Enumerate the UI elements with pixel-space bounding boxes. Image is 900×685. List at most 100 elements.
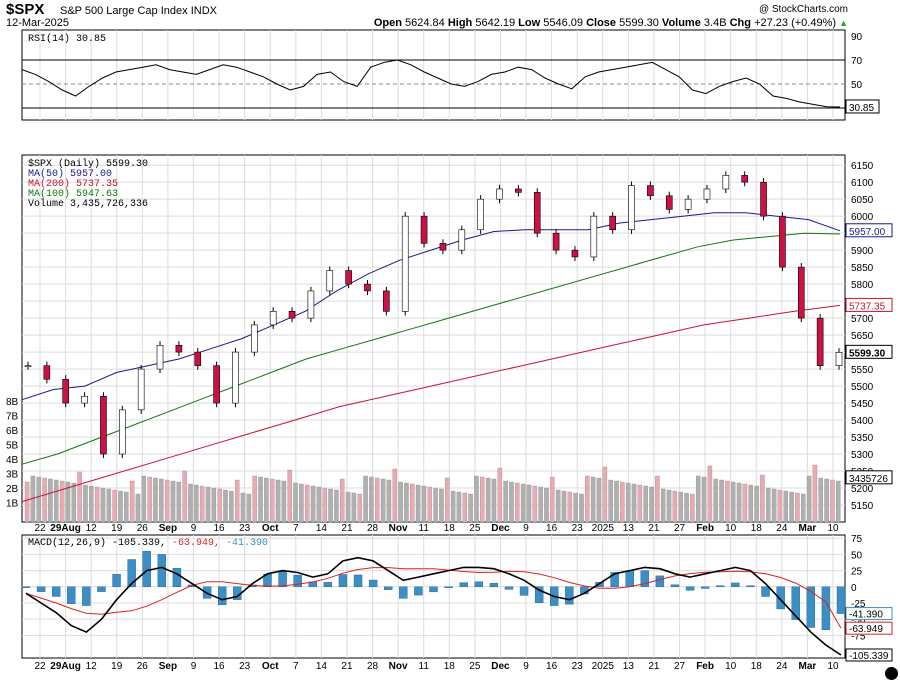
- macd-histogram-bar: [836, 586, 846, 614]
- volume-bar: [293, 482, 298, 523]
- macd-histogram-bar: [504, 586, 514, 590]
- macd-tick-label: 25: [851, 567, 863, 578]
- high-value: 5642.19: [475, 17, 516, 29]
- volume-bar: [141, 475, 147, 523]
- volume-bar: [836, 480, 841, 523]
- volume-bar: [649, 486, 654, 523]
- low-value: 5546.09: [543, 17, 583, 29]
- macd-x-tick-label: 26: [137, 661, 149, 672]
- macd-histogram-bar: [489, 583, 499, 587]
- x-tick-label: 11: [419, 523, 430, 534]
- low-label: Low: [518, 17, 541, 29]
- price-tick-label: 5700: [851, 314, 874, 325]
- volume-bar: [544, 487, 549, 523]
- x-tick-label: 7: [293, 523, 299, 534]
- close-label: Close: [586, 17, 617, 29]
- macd-x-tick-label: 29Aug: [50, 661, 81, 672]
- candle-body: [156, 344, 164, 370]
- macd-x-tick-label: 28: [367, 661, 379, 672]
- volume-bar: [660, 488, 666, 523]
- volume-bar: [415, 484, 421, 523]
- volume-bar: [246, 493, 252, 523]
- volume-bar: [188, 483, 193, 523]
- volume-bar: [801, 493, 806, 523]
- candle-body: [760, 181, 767, 217]
- x-tick-label: 23: [239, 523, 251, 534]
- volume-bar: [526, 484, 532, 523]
- macd-x-tick-label: Dec: [491, 661, 510, 672]
- x-tick-label: 27: [674, 523, 686, 534]
- volume-bar: [48, 478, 53, 523]
- rsi-value-tag: [845, 99, 880, 114]
- x-tick-label: 2025: [592, 523, 615, 534]
- macd-x-tick-label: 16: [214, 661, 226, 672]
- macd-x-tick-label: 18: [444, 661, 456, 672]
- macd-histogram-bar: [565, 586, 574, 605]
- volume-bar: [252, 475, 257, 523]
- quote-bar: Open 5624.84 High 5642.19 Low 5546.09 Cl…: [374, 17, 848, 29]
- price-tick-label: 5650: [851, 331, 874, 342]
- price-tick-label: 5550: [851, 365, 874, 376]
- volume-bar: [596, 477, 602, 523]
- macd-x-tick-label: 18: [751, 661, 763, 672]
- volume-bar: [427, 486, 433, 523]
- macd-x-tick-label: 16: [546, 661, 558, 672]
- volume-bar: [538, 486, 543, 523]
- brand: @ StockCharts.com: [758, 4, 848, 15]
- volume-tick-label: 7B: [6, 412, 19, 423]
- candle-body: [515, 188, 522, 193]
- candle-body: [722, 175, 730, 190]
- volume-bar: [65, 481, 71, 523]
- volume-bar: [754, 485, 759, 523]
- volume-bar: [363, 475, 368, 523]
- exchange: INDX: [190, 5, 217, 17]
- ma100-line: [21, 232, 841, 465]
- volume-bar: [345, 491, 351, 523]
- candle-body: [194, 351, 202, 366]
- volume-bar: [77, 471, 82, 523]
- rsi-title: RSI(14) 30.85: [28, 33, 106, 45]
- volume-bar: [322, 487, 327, 523]
- volume-bar: [24, 481, 30, 523]
- macd-x-tick-label: 13: [623, 661, 635, 672]
- volume-bar: [491, 478, 497, 523]
- macd-histogram-bar: [429, 586, 438, 593]
- volume-bar: [795, 492, 800, 523]
- volume-bar: [357, 493, 362, 523]
- macd-x-tick-label: 2025: [592, 661, 615, 672]
- volume-bar: [771, 488, 777, 523]
- volume-bar: [672, 490, 678, 523]
- macd-histogram-bar: [51, 586, 61, 597]
- price-legend-item: MA(200) 5737.35: [28, 178, 118, 190]
- index-name: S&P 500 Large Cap Index: [60, 5, 188, 17]
- macd-x-tick-label: 10: [827, 661, 839, 672]
- volume-bar: [369, 476, 374, 523]
- macd-histogram-bar: [640, 570, 649, 587]
- macd-histogram-bar: [776, 586, 785, 610]
- up-triangle-icon: ▲: [839, 18, 848, 28]
- macd-value-tag: [845, 648, 893, 662]
- x-tick-label: 18: [444, 523, 456, 534]
- macd-histogram-bar: [172, 568, 182, 587]
- volume-bar: [620, 481, 625, 523]
- volume-bar: [71, 482, 77, 523]
- volume-bar: [818, 477, 824, 523]
- macd-histogram-bar: [625, 570, 634, 587]
- instrument-name: S&P 500 Large Cap Index INDX: [60, 5, 217, 17]
- price-legend-item: MA(100) 5947.63: [28, 188, 118, 200]
- volume-bar: [748, 484, 753, 523]
- volume-bar: [264, 477, 269, 523]
- macd-histogram-bar: [142, 550, 151, 587]
- volume-tick-label: 4B: [6, 455, 19, 466]
- volume-bar: [170, 480, 176, 523]
- x-tick-label: 19: [111, 523, 123, 534]
- x-tick-label: 23: [572, 523, 584, 534]
- volume-bar: [701, 476, 707, 523]
- volume-bar: [299, 483, 304, 523]
- x-tick-label: Dec: [491, 523, 510, 534]
- volume-bar: [159, 478, 164, 523]
- rsi-tick-label: 70: [851, 56, 863, 67]
- candle-body: [779, 215, 786, 268]
- macd-tick-label: 50: [851, 550, 863, 561]
